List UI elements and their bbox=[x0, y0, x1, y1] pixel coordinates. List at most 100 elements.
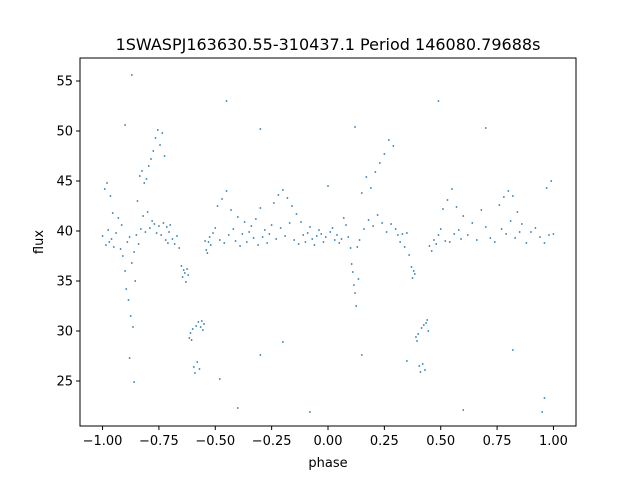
data-point bbox=[225, 100, 228, 102]
y-tick-label: 50 bbox=[56, 125, 73, 140]
data-point bbox=[365, 176, 368, 178]
data-point bbox=[484, 127, 487, 129]
data-point bbox=[145, 178, 148, 180]
data-point bbox=[406, 232, 408, 234]
data-point bbox=[194, 372, 196, 374]
x-tick-label: 0.50 bbox=[426, 434, 455, 449]
data-point bbox=[161, 132, 164, 134]
data-point bbox=[541, 411, 544, 413]
data-point bbox=[112, 246, 115, 248]
data-point bbox=[190, 339, 193, 341]
y-axis-label: flux bbox=[32, 230, 47, 254]
x-tick-label: −0.25 bbox=[252, 434, 292, 449]
data-point bbox=[511, 195, 514, 197]
data-point bbox=[422, 324, 425, 326]
data-point bbox=[358, 239, 361, 241]
data-point bbox=[412, 270, 415, 272]
data-point bbox=[354, 126, 356, 128]
data-point bbox=[421, 363, 424, 365]
data-point bbox=[455, 206, 458, 208]
data-point bbox=[437, 234, 440, 236]
data-point bbox=[415, 336, 417, 338]
data-point bbox=[158, 225, 160, 227]
data-point bbox=[534, 227, 537, 229]
data-point bbox=[471, 222, 474, 224]
data-point bbox=[130, 262, 133, 264]
data-point bbox=[435, 243, 438, 245]
x-tick-label: −0.50 bbox=[195, 434, 235, 449]
data-point bbox=[396, 234, 399, 236]
data-point bbox=[164, 239, 167, 241]
y-tick-label: 35 bbox=[56, 275, 73, 290]
data-point bbox=[241, 233, 244, 235]
data-point bbox=[136, 200, 139, 202]
data-point bbox=[507, 190, 510, 192]
y-tick-label: 30 bbox=[56, 325, 73, 340]
data-point bbox=[353, 284, 355, 286]
data-point bbox=[426, 319, 429, 321]
data-point bbox=[394, 228, 397, 230]
data-point bbox=[160, 234, 163, 236]
data-point bbox=[439, 228, 442, 230]
data-point bbox=[451, 188, 453, 190]
data-point bbox=[168, 231, 170, 233]
data-point bbox=[354, 292, 356, 294]
data-point bbox=[480, 209, 483, 211]
data-point bbox=[320, 233, 323, 235]
data-point bbox=[313, 244, 316, 246]
data-point bbox=[200, 320, 203, 322]
data-point bbox=[268, 233, 271, 235]
data-point bbox=[345, 224, 347, 226]
data-point bbox=[103, 188, 106, 190]
data-point bbox=[351, 271, 354, 273]
data-point bbox=[119, 248, 122, 250]
data-point bbox=[165, 226, 168, 228]
data-point bbox=[218, 239, 221, 241]
data-point bbox=[322, 241, 325, 243]
y-tick-label: 55 bbox=[56, 75, 73, 90]
data-point bbox=[484, 226, 487, 228]
data-point bbox=[372, 225, 374, 227]
data-point bbox=[279, 227, 282, 229]
data-point bbox=[333, 239, 336, 241]
y-axis-ticks: 25 30 35 40 45 50 55 bbox=[56, 75, 80, 390]
data-point bbox=[543, 397, 546, 399]
data-point bbox=[187, 274, 190, 276]
data-point bbox=[199, 326, 202, 328]
data-point bbox=[383, 153, 386, 155]
x-tick-label: −0.75 bbox=[139, 434, 179, 449]
data-point bbox=[150, 158, 152, 160]
data-point bbox=[545, 187, 548, 189]
data-point bbox=[111, 212, 114, 214]
data-point bbox=[342, 217, 345, 219]
data-point bbox=[203, 323, 205, 325]
data-point bbox=[216, 205, 219, 207]
data-point bbox=[408, 254, 411, 256]
data-point bbox=[105, 244, 107, 246]
data-point bbox=[108, 241, 111, 243]
data-point bbox=[156, 129, 159, 131]
data-point bbox=[387, 139, 390, 141]
data-point bbox=[212, 232, 214, 234]
data-point bbox=[520, 223, 523, 225]
data-point bbox=[500, 228, 503, 230]
data-point bbox=[167, 242, 169, 244]
data-point bbox=[502, 196, 505, 198]
data-point bbox=[120, 224, 123, 226]
data-point bbox=[191, 328, 194, 330]
data-point bbox=[309, 226, 311, 228]
data-point bbox=[221, 198, 223, 200]
y-tick-label: 40 bbox=[56, 225, 73, 240]
data-point bbox=[225, 190, 228, 192]
data-point bbox=[153, 223, 156, 225]
data-point bbox=[309, 411, 311, 413]
data-point bbox=[124, 124, 126, 126]
chart-title: 1SWASPJ163630.55-310437.1 Period 146080.… bbox=[116, 35, 541, 54]
data-point bbox=[196, 361, 199, 363]
data-point bbox=[245, 241, 248, 243]
data-point bbox=[107, 229, 110, 231]
x-tick-label: 0.00 bbox=[314, 434, 343, 449]
data-point bbox=[369, 187, 372, 189]
data-point bbox=[192, 366, 195, 368]
